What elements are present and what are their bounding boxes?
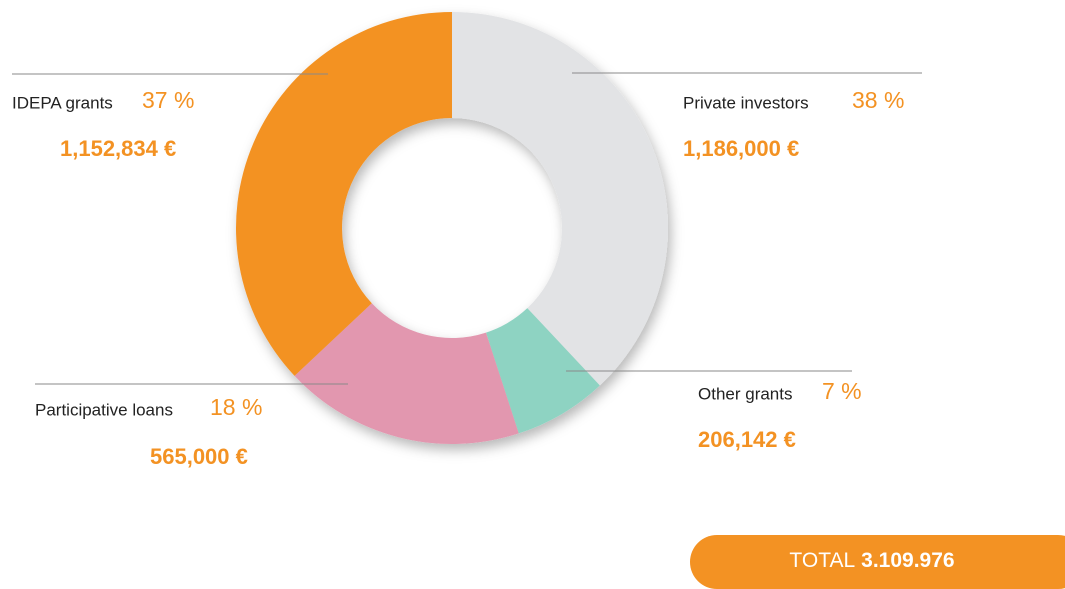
amount-label: 1,152,834 €: [60, 136, 176, 161]
total-badge: [690, 535, 1065, 589]
amount-label: 1,186,000 €: [683, 136, 799, 161]
category-label: IDEPA grants: [12, 93, 113, 112]
slice: [235, 12, 452, 376]
amount-label: 565,000 €: [150, 444, 248, 469]
value-label: 38 %: [852, 87, 904, 113]
slice: [485, 308, 600, 434]
value-label: 18 %: [210, 394, 262, 420]
category-label: Private investors: [683, 93, 809, 112]
amount-label: 206,142 €: [698, 427, 796, 452]
total: TOTAL 3.109.976: [789, 549, 954, 572]
total-label: TOTAL: [789, 549, 855, 572]
value-label: 37 %: [142, 87, 194, 113]
total-value: 3.109.976: [861, 549, 954, 572]
slice: [294, 303, 519, 445]
category-label: Participative loans: [35, 400, 173, 419]
category-label: Other grants: [698, 384, 793, 403]
value-label: 7 %: [822, 378, 862, 404]
donut: [235, 12, 668, 445]
slice: [452, 12, 668, 386]
